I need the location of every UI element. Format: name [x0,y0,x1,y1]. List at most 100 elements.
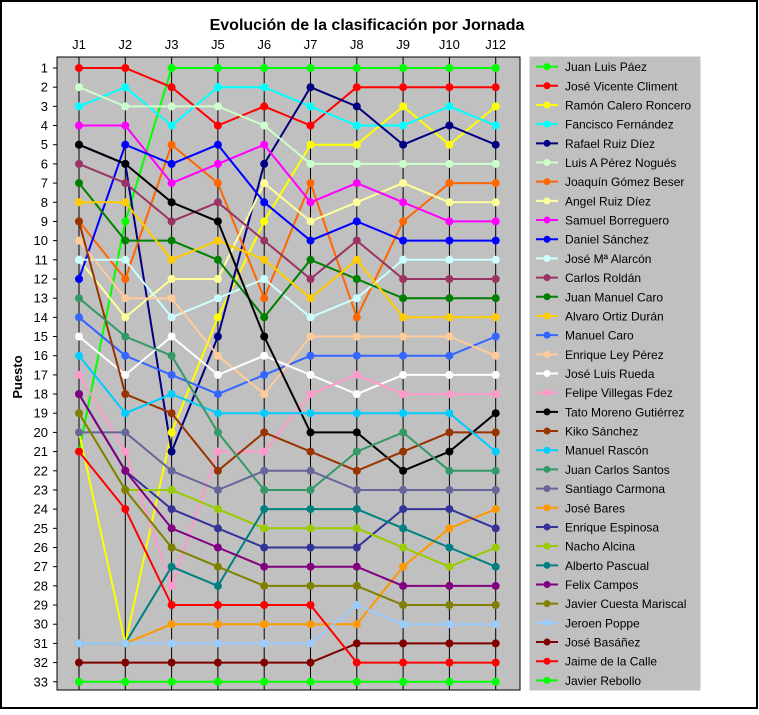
data-point [75,351,83,360]
data-point [121,677,130,686]
data-point [75,102,83,111]
data-point [445,294,454,303]
data-point [167,677,176,686]
y-tick-label: 15 [34,329,48,344]
data-point [213,428,222,437]
legend-label: Juan Manuel Caro [565,290,663,304]
data-point [491,505,500,514]
data-point [75,409,83,418]
data-point [260,198,269,207]
data-point [445,179,454,188]
data-point [352,447,361,456]
data-point [213,313,222,322]
data-point [352,121,361,130]
data-point [399,140,408,149]
data-point [213,351,222,360]
data-point [306,121,315,130]
data-point [399,179,408,188]
data-point [352,581,361,590]
data-point [167,581,176,590]
y-tick-label: 14 [34,310,48,325]
data-point [445,486,454,494]
y-tick-label: 10 [34,233,48,248]
legend-box [529,56,701,691]
data-point [167,639,176,648]
y-tick-label: 11 [35,252,49,267]
data-point [445,332,454,341]
data-point [121,236,130,245]
legend-label: Felipe Villegas Fdez [565,386,673,400]
data-point [213,543,222,552]
data-point [306,639,315,648]
data-point [306,370,315,379]
data-point [260,486,269,494]
data-point [213,486,222,494]
data-point [399,102,408,111]
data-point [445,370,454,379]
data-point [399,658,408,667]
data-point [213,332,222,341]
data-point [306,390,315,399]
data-point [121,505,130,514]
data-point [121,390,130,399]
data-point [167,562,176,571]
data-point [306,159,315,168]
data-point [352,562,361,571]
data-point [352,370,361,379]
legend-label: Tato Moreno Gutiérrez [565,405,684,419]
data-point [213,255,222,264]
legend-swatch-marker [543,216,551,224]
series-line-23 [79,508,497,645]
data-point [213,275,222,283]
data-point [213,677,222,686]
data-point [445,255,454,264]
data-point [260,620,269,629]
data-point [445,601,454,609]
data-point [445,351,454,360]
data-point [260,83,269,92]
legend-swatch-marker [543,159,551,166]
data-point [260,639,269,648]
legend-label: Alvaro Ortiz Durán [565,309,664,323]
data-point [491,313,500,322]
data-point [352,543,361,552]
series-line-4 [78,86,497,453]
legend-swatch-marker [543,638,551,646]
data-point [260,447,269,456]
y-tick-label: 2 [41,80,48,95]
data-point [121,83,130,92]
data-point [399,198,408,207]
data-point [167,102,176,111]
data-point [306,466,315,475]
data-point [260,179,269,188]
data-point [399,486,408,494]
data-point [167,159,176,168]
legend-label: Samuel Borreguero [565,214,669,228]
data-point [213,179,222,188]
data-point [306,236,315,245]
data-point [121,294,130,303]
data-point [491,390,500,399]
data-point [121,198,130,207]
data-point [491,159,500,168]
data-point [260,236,269,245]
data-point [167,236,176,245]
data-point [167,140,176,149]
data-point [352,390,361,399]
data-point [491,294,500,303]
y-tick-label: 13 [34,291,48,306]
data-point [491,255,500,264]
data-point [306,217,315,226]
data-point [260,64,269,72]
data-point [399,639,408,648]
data-point [260,121,269,130]
data-point [399,409,408,418]
y-tick-label: 30 [34,617,48,632]
legend-label: Juan Luis Páez [565,60,647,74]
data-point [491,524,500,533]
y-tick-label: 18 [34,387,48,402]
series-line-1 [79,67,496,127]
data-point [491,447,500,456]
data-point [260,351,269,360]
data-point [213,505,222,514]
